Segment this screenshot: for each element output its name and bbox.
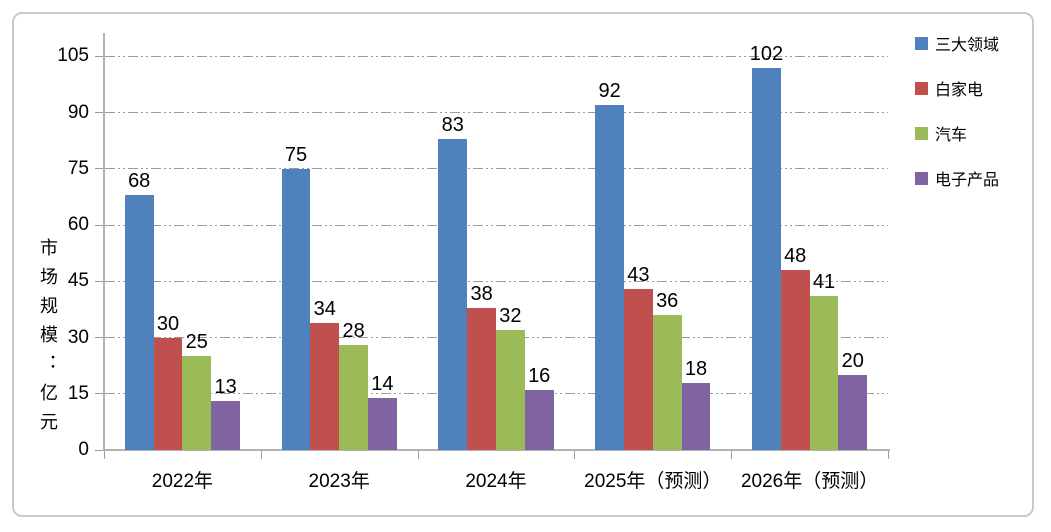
bar-value-label: 16 (528, 365, 551, 387)
bar (780, 270, 810, 450)
legend: 三大领域白家电汽车电子产品 (915, 36, 999, 216)
y-axis-title: 市场规模：亿元 (38, 238, 58, 441)
y-tick-mark (95, 337, 104, 338)
legend-item: 汽车 (915, 126, 999, 144)
gridline (105, 168, 888, 170)
x-tick-mark (888, 451, 889, 459)
y-tick-label: 30 (67, 326, 89, 348)
legend-item: 电子产品 (915, 171, 999, 189)
bar-value-label: 20 (841, 350, 864, 372)
x-tick-mark (731, 451, 733, 459)
x-tick-mark (417, 451, 419, 459)
x-axis-label: 2022年 (151, 471, 214, 492)
bar (681, 382, 711, 450)
bar (524, 390, 554, 450)
x-axis-line (103, 449, 890, 451)
bar (153, 337, 183, 450)
legend-swatch-icon (915, 126, 928, 140)
legend-label: 白家电 (935, 82, 984, 99)
gridline (105, 112, 888, 113)
bar (652, 315, 682, 450)
bar-value-label: 32 (499, 305, 522, 327)
bar (624, 288, 653, 450)
bar-value-label: 14 (371, 372, 394, 395)
y-tick-label: 0 (78, 439, 89, 460)
bar-value-label: 75 (284, 143, 308, 166)
bar (368, 397, 397, 450)
legend-label: 汽车 (935, 127, 968, 144)
bar (467, 307, 496, 450)
y-tick-label: 90 (67, 101, 89, 123)
bar-value-label: 18 (684, 357, 708, 380)
y-tick-label: 75 (67, 157, 89, 179)
bar-value-label: 30 (156, 312, 180, 335)
bar (310, 322, 340, 450)
bar (124, 195, 154, 450)
bar-value-label: 83 (441, 113, 464, 136)
bar-value-label: 25 (185, 331, 208, 354)
bar (496, 330, 525, 450)
y-tick-mark (95, 55, 104, 57)
x-tick-mark (574, 451, 576, 459)
y-tick-mark (95, 168, 104, 170)
bar-value-label: 43 (627, 263, 650, 286)
legend-item: 三大领域 (915, 36, 999, 54)
bar (752, 67, 781, 450)
bar (438, 138, 468, 450)
y-tick-mark (95, 393, 104, 395)
bar (182, 356, 212, 450)
bar (809, 296, 839, 450)
y-tick-mark (95, 449, 104, 451)
bar (339, 345, 368, 450)
bar-value-label: 36 (656, 290, 679, 312)
bar-value-label: 34 (313, 297, 336, 320)
bar (281, 168, 311, 450)
y-tick-label: 45 (67, 270, 89, 292)
gridline (105, 224, 888, 226)
y-tick-mark (95, 112, 104, 113)
gridline (105, 280, 888, 282)
y-tick-label: 105 (57, 45, 89, 67)
y-axis-line (103, 33, 105, 451)
y-tick-label: 15 (67, 382, 89, 404)
x-axis-label: 2024年 (465, 471, 527, 492)
bar-value-label: 38 (470, 282, 493, 305)
bar (838, 375, 868, 450)
bar-value-label: 68 (128, 170, 151, 192)
bar (211, 401, 240, 450)
y-tick-mark (95, 280, 104, 282)
bar-value-label: 92 (598, 80, 621, 102)
x-axis-label: 2025年（预测） (584, 471, 722, 492)
legend-label: 三大领域 (935, 37, 1000, 54)
x-axis-label: 2026年（预测） (740, 471, 879, 492)
x-axis-label: 2023年 (308, 471, 370, 492)
y-tick-mark (95, 224, 104, 226)
x-tick-mark (104, 451, 105, 459)
bar-value-label: 28 (342, 320, 365, 342)
bar (595, 105, 624, 450)
legend-swatch-icon (915, 171, 928, 185)
bar-value-label: 41 (812, 271, 836, 294)
legend-swatch-icon (915, 36, 928, 50)
y-tick-label: 60 (67, 214, 89, 235)
legend-item: 白家电 (915, 81, 999, 99)
bar-value-label: 13 (214, 376, 237, 399)
x-tick-mark (260, 451, 262, 459)
legend-label: 电子产品 (935, 172, 1000, 189)
bar-value-label: 48 (784, 245, 807, 267)
bar-value-label: 102 (749, 42, 784, 65)
legend-swatch-icon (915, 81, 928, 95)
gridline (105, 55, 888, 57)
